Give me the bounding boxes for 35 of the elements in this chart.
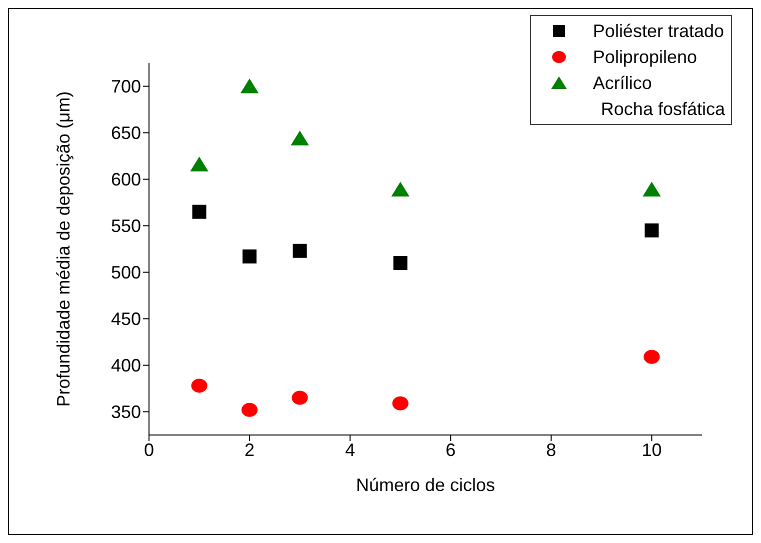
point — [192, 204, 206, 219]
legend-label: Acrílico — [592, 72, 652, 94]
point — [240, 78, 259, 94]
x-tick-label: 8 — [546, 440, 556, 460]
x-tick-label: 2 — [244, 440, 255, 460]
x-tick-label: 0 — [144, 440, 154, 460]
y-tick-label: 400 — [110, 356, 141, 376]
legend-label: Polipropileno — [592, 46, 697, 68]
y-tick-label: 500 — [110, 262, 141, 283]
point — [290, 130, 309, 146]
y-tick-label: 650 — [110, 123, 141, 144]
point — [393, 256, 408, 270]
legend-title: Rocha fosfática — [600, 98, 725, 121]
y-axis-title: Profundidade média de deposição (μm) — [53, 91, 74, 407]
point — [242, 249, 257, 264]
point — [292, 390, 308, 405]
point — [191, 378, 208, 393]
x-tick-label: 10 — [642, 440, 662, 460]
y-tick-label: 350 — [110, 402, 141, 422]
x-tick-label: 6 — [446, 440, 456, 460]
point — [392, 396, 408, 410]
point — [642, 182, 661, 196]
y-tick-label: 700 — [110, 76, 141, 97]
point — [241, 402, 258, 417]
point — [190, 156, 208, 172]
point — [644, 350, 660, 364]
y-tick-label: 600 — [110, 170, 141, 190]
point — [644, 223, 659, 238]
x-axis-title: Número de ciclos — [356, 475, 496, 495]
point — [391, 182, 410, 196]
x-tick-label: 4 — [345, 440, 356, 460]
y-tick-label: 450 — [110, 309, 141, 330]
point — [292, 244, 307, 258]
y-tick-label: 550 — [110, 216, 141, 236]
legend-label: Poliéster tratado — [592, 20, 724, 42]
